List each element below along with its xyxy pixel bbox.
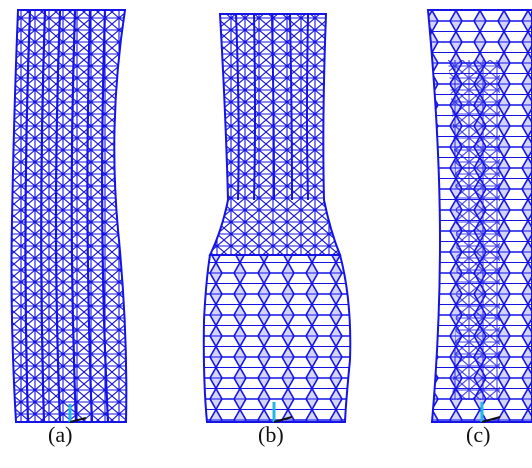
- axis-marker-b: [272, 402, 293, 423]
- panel-c-mesh: [426, 9, 532, 423]
- caption-b: (b): [258, 422, 284, 447]
- panel-a-fibers: [24, 9, 110, 423]
- caption-a: (a): [48, 422, 73, 447]
- panel-b-upper: [208, 13, 342, 256]
- axis-marker-a: [68, 404, 87, 423]
- panel-b-fibers: [235, 13, 309, 201]
- panel-b-bulge: [202, 254, 352, 423]
- panel-a-mesh: [10, 9, 128, 423]
- panel-c-core: [448, 60, 500, 400]
- axis-marker-c: [480, 402, 501, 423]
- caption-c: (c): [466, 422, 491, 447]
- panel-b-mesh: [202, 13, 352, 423]
